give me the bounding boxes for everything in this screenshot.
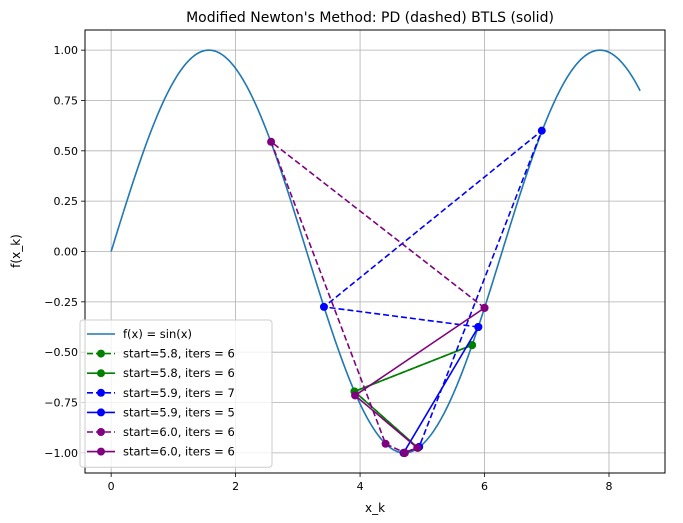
series-point (351, 391, 360, 400)
legend-marker (97, 428, 105, 436)
axis-ticks: 0 2 4 6 8 −1.00 −0.75 −0.50 −0.25 0.00 0.25 0.50 0.7… (44, 44, 612, 493)
y-tick-label: 0.75 (54, 94, 79, 107)
y-tick-label: 0.50 (54, 145, 79, 158)
y-tick-label: −1.00 (44, 447, 78, 460)
series-point (400, 448, 409, 457)
x-tick-label: 8 (605, 480, 612, 493)
sin-curve (110, 49, 641, 454)
x-tick-label: 4 (357, 480, 364, 493)
series-point (319, 302, 328, 311)
series-point (474, 323, 483, 332)
legend: f(x) = sin(x) start=5.8, iters = 6 start=5… (79, 319, 273, 468)
series-point (537, 126, 546, 135)
legend-marker (97, 447, 105, 456)
legend-marker (97, 369, 105, 378)
series-point (413, 443, 422, 452)
legend-label: start=5.9, iters = 7 (123, 386, 235, 400)
x-tick-label: 0 (108, 480, 115, 493)
y-tick-label: 0.00 (54, 246, 79, 259)
legend-marker (97, 388, 105, 397)
legend-label: start=5.8, iters = 6 (123, 366, 235, 380)
series-point (468, 341, 477, 350)
legend-label: start=6.0, iters = 6 (123, 445, 235, 459)
series-point (267, 137, 276, 146)
x-tick-label: 2 (232, 480, 239, 493)
series-line (269, 139, 486, 454)
legend-label: start=5.8, iters = 6 (123, 347, 235, 361)
y-tick-label: 1.00 (54, 44, 79, 57)
x-axis-label: x_k (365, 501, 385, 515)
y-axis-label: f(x_k) (9, 234, 23, 268)
legend-label: start=5.9, iters = 5 (123, 405, 235, 419)
series-line (322, 128, 544, 454)
plot-area (110, 49, 641, 457)
series-point (480, 303, 489, 312)
legend-box (79, 319, 273, 468)
series-point (381, 439, 390, 448)
y-tick-label: 0.25 (54, 195, 79, 208)
series-line (402, 326, 479, 454)
legend-marker (97, 349, 105, 358)
chart-title: Modified Newton's Method: PD (dashed) BT… (186, 10, 554, 26)
legend-marker (97, 408, 105, 417)
legend-label: f(x) = sin(x) (123, 327, 192, 341)
legend-label: start=6.0, iters = 6 (123, 425, 235, 439)
y-tick-label: −0.75 (44, 397, 78, 410)
y-tick-label: −0.50 (44, 346, 78, 359)
y-tick-label: −0.25 (44, 296, 78, 309)
x-tick-label: 6 (481, 480, 488, 493)
